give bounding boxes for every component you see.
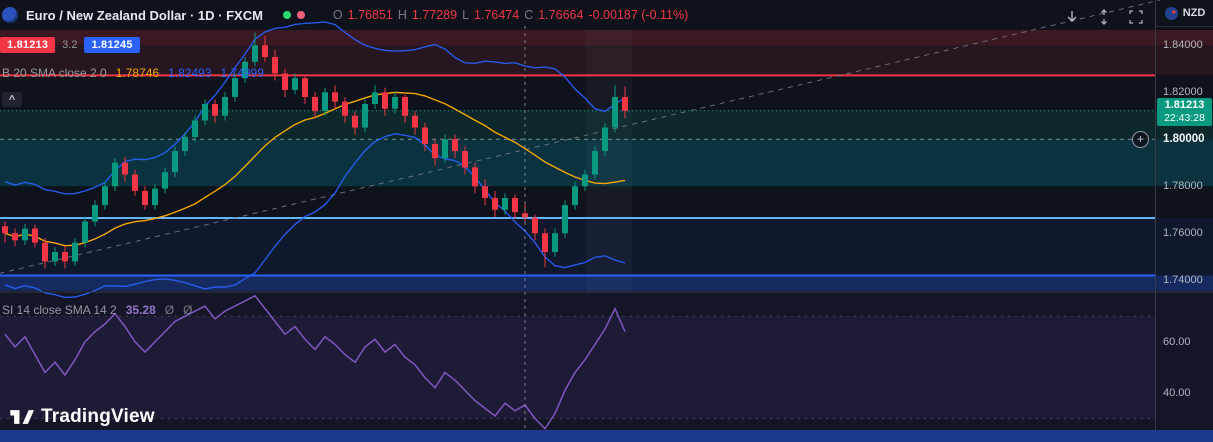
close-label: C	[524, 8, 534, 22]
bb-basis-value: 1.78746	[115, 66, 160, 80]
pane-controls	[1061, 6, 1147, 28]
bb-upper-value: 1.82493	[168, 66, 212, 80]
bottom-toolbar	[0, 430, 1213, 442]
status-dot-red-icon	[296, 11, 305, 19]
bb-indicator-legend: B 20 SMA close 2 0 1.78746 1.82493 1.749…	[2, 66, 264, 80]
tradingview-logo-text: TradingView	[41, 406, 155, 427]
symbol-logo-icon[interactable]	[2, 7, 18, 23]
fullscreen-button[interactable]	[1125, 6, 1147, 28]
candlesticks	[2, 32, 628, 269]
bb-upper-line	[4, 21, 626, 195]
rsi-tick-label: 60.00	[1163, 335, 1191, 348]
arrow-down-icon	[1067, 11, 1077, 22]
rsi-indicator-legend: SI 14 close SMA 14 2 35.28 Ø Ø	[2, 303, 192, 317]
bb-lower-value: 1.74999	[220, 66, 264, 80]
ohlc-values: O 1.76851 H 1.77289 L 1.76474 C 1.76664 …	[333, 8, 688, 22]
high-value: 1.77289	[411, 8, 458, 22]
current-price-badge: 1.81213 22:43:28	[1157, 97, 1212, 126]
arrows-vertical-icon	[1101, 9, 1107, 25]
symbol-title[interactable]: Euro / New Zealand Dollar · 1D · FXCM	[26, 7, 263, 23]
rsi-line	[4, 294, 626, 430]
change-value: -0.00187 (-0.11%)	[588, 8, 689, 22]
rsi-hidden-value-1: Ø	[164, 303, 175, 317]
add-alert-plus-button[interactable]: +	[1132, 130, 1149, 148]
open-value: 1.76851	[347, 8, 393, 22]
low-label: L	[462, 8, 470, 22]
rsi-value: 35.28	[125, 303, 156, 317]
price-level-label: 1.80000	[1163, 133, 1205, 146]
scroll-down-button[interactable]	[1061, 6, 1083, 28]
open-label: O	[332, 8, 343, 22]
close-value: 1.76664	[538, 8, 584, 22]
price-tick-label: 1.82000	[1163, 86, 1203, 99]
nzd-flag-icon	[1164, 6, 1178, 20]
chart-legend: Euro / New Zealand Dollar · 1D · FXCM O …	[2, 7, 688, 23]
price-tick-label: 1.74000	[1163, 274, 1203, 287]
price-tick-label: 1.76000	[1163, 227, 1203, 240]
maximize-pane-button[interactable]	[1093, 6, 1115, 28]
trendline	[0, 0, 1161, 274]
price-labels-row: 1.81213 3.2 1.81245	[0, 37, 140, 53]
rsi-panel-background	[0, 292, 1213, 430]
current-price-value: 1.81213	[1164, 98, 1205, 111]
bar-countdown: 22:43:28	[1164, 111, 1205, 124]
price-scale[interactable]: NZD 1.80000 1.81213 22:43:28 1.84000 1.82…	[1155, 0, 1213, 430]
price-badge-separator: 3.2	[62, 39, 78, 51]
rsi-tick-label: 40.00	[1163, 386, 1191, 399]
price-tick-label: 1.78000	[1163, 180, 1203, 193]
price-tick-label: 1.84000	[1163, 39, 1203, 52]
rsi-indicator-label[interactable]: SI 14 close SMA 14 2	[2, 303, 117, 317]
price-zone	[0, 30, 1213, 76]
bb-lower-line	[4, 133, 626, 299]
price-badge-red[interactable]: 1.81213	[0, 37, 56, 53]
low-value: 1.76474	[474, 8, 520, 22]
currency-button[interactable]: NZD	[1156, 0, 1213, 27]
price-zone	[0, 275, 1213, 291]
price-zone	[0, 217, 1213, 276]
tradingview-watermark[interactable]: TradingView	[8, 405, 155, 429]
fullscreen-icon	[1129, 10, 1143, 24]
price-badge-blue[interactable]: 1.81245	[84, 37, 140, 53]
tradingview-logo-icon	[10, 410, 34, 424]
currency-label: NZD	[1182, 7, 1206, 19]
bb-indicator-label[interactable]: B 20 SMA close 2 0	[2, 66, 107, 80]
chevron-up-icon: ^	[8, 93, 16, 106]
rsi-hidden-value-2: Ø	[183, 303, 193, 317]
status-dot-green-icon	[282, 11, 291, 19]
price-zone	[0, 30, 1213, 46]
collapse-pane-button[interactable]: ^	[2, 92, 22, 107]
high-label: H	[397, 8, 407, 22]
